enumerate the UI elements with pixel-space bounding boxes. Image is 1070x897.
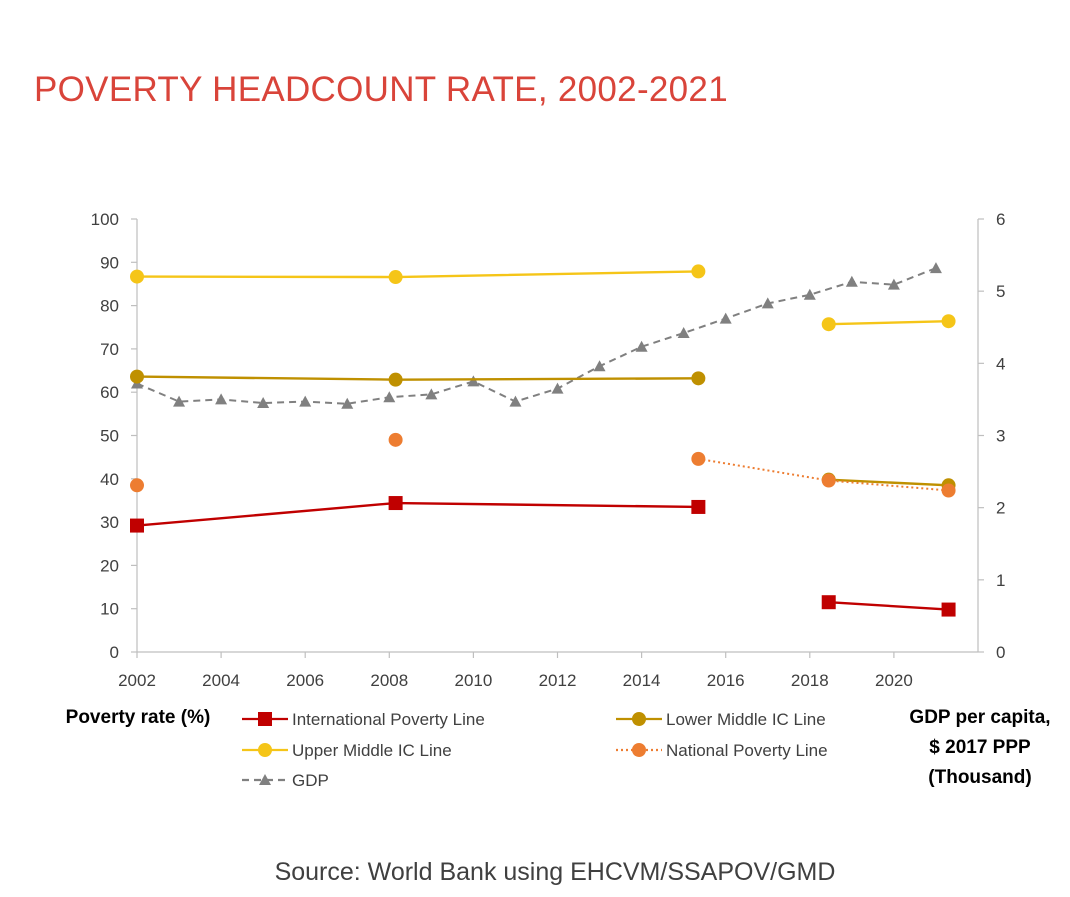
left-tick-label: 10 [100, 600, 119, 619]
source-note: Source: World Bank using EHCVM/SSAPOV/GM… [274, 858, 836, 886]
right-axis-title: GDP per capita, $ 2017 PPP (Thousand) [895, 703, 1065, 793]
data-point-gdp [299, 395, 312, 407]
x-tick-label: 2018 [791, 671, 829, 690]
data-point-gdp [341, 397, 354, 409]
right-tick-label: 6 [996, 210, 1005, 229]
data-point-national-poverty-line [821, 473, 836, 488]
legend-marker [259, 774, 271, 785]
data-point-gdp [425, 388, 438, 400]
data-point-gdp [719, 312, 732, 324]
right-tick-label: 2 [996, 499, 1005, 518]
legend-label: Lower Middle IC Line [666, 710, 826, 729]
data-point-national-poverty-line [691, 451, 706, 466]
data-point-gdp [761, 297, 774, 309]
data-point-international-poverty-line [130, 518, 144, 533]
right-axis-title-line: GDP per capita, [909, 707, 1051, 728]
data-point-gdp [173, 395, 186, 407]
x-tick-label: 2016 [707, 671, 745, 690]
left-tick-label: 20 [100, 556, 119, 575]
legend-label: Upper Middle IC Line [292, 741, 452, 760]
data-point-gdp [257, 397, 270, 409]
x-tick-label: 2014 [623, 671, 661, 690]
right-axis-title-line: (Thousand) [928, 767, 1032, 788]
left-tick-label: 80 [100, 297, 119, 316]
data-point-upper-middle-ic-line [821, 317, 836, 332]
data-point-lower-middle-ic-line [388, 372, 403, 387]
data-point-national-poverty-line [130, 478, 144, 493]
series-line-national-poverty-line [698, 457, 949, 492]
data-point-gdp [929, 262, 942, 274]
right-tick-label: 0 [996, 643, 1005, 662]
left-tick-label: 70 [100, 340, 119, 359]
data-point-gdp [887, 278, 900, 290]
data-point-gdp [803, 288, 816, 300]
data-point-international-poverty-line [388, 496, 403, 511]
data-point-national-poverty-line [388, 432, 403, 447]
left-tick-label: 0 [110, 643, 119, 662]
series-line-international-poverty-line [136, 501, 699, 527]
x-tick-label: 2020 [875, 671, 913, 690]
data-point-international-poverty-line [941, 602, 956, 617]
data-point-international-poverty-line [691, 499, 706, 514]
x-tick-label: 2006 [286, 671, 324, 690]
x-tick-label: 2002 [118, 671, 156, 690]
data-point-upper-middle-ic-line [388, 270, 403, 285]
data-point-gdp [215, 393, 228, 405]
right-tick-label: 3 [996, 427, 1005, 446]
right-axis-title-line: $ 2017 PPP [929, 737, 1031, 758]
legend-marker [632, 712, 646, 726]
data-point-lower-middle-ic-line [130, 369, 144, 384]
x-tick-label: 2012 [539, 671, 577, 690]
legend-marker [632, 743, 646, 757]
series-line-upper-middle-ic-line [828, 319, 949, 326]
data-point-gdp [467, 375, 480, 387]
right-tick-label: 4 [996, 354, 1005, 373]
data-point-gdp [551, 382, 564, 394]
series-line-gdp [136, 267, 937, 405]
data-point-lower-middle-ic-line [691, 371, 706, 386]
data-point-national-poverty-line [941, 483, 956, 498]
data-point-gdp [509, 395, 522, 407]
data-point-upper-middle-ic-line [691, 264, 706, 279]
x-tick-label: 2004 [202, 671, 240, 690]
left-tick-label: 50 [100, 427, 119, 446]
data-point-gdp [845, 275, 858, 287]
data-point-gdp [383, 391, 396, 403]
chart-title: POVERTY HEADCOUNT RATE, 2002-2021 [34, 70, 728, 109]
right-tick-label: 5 [996, 282, 1005, 301]
x-tick-label: 2010 [454, 671, 492, 690]
data-point-upper-middle-ic-line [130, 269, 144, 284]
series-line-upper-middle-ic-line [136, 270, 699, 279]
series-line-lower-middle-ic-line [828, 478, 949, 487]
series-line-lower-middle-ic-line [136, 375, 699, 381]
left-tick-label: 100 [91, 210, 119, 229]
right-tick-label: 1 [996, 571, 1005, 590]
legend-marker [258, 712, 272, 726]
legend-marker [258, 743, 272, 757]
left-tick-label: 90 [100, 253, 119, 272]
data-point-gdp [593, 360, 606, 372]
data-point-international-poverty-line [821, 595, 836, 610]
data-point-gdp [677, 327, 690, 339]
left-tick-label: 60 [100, 383, 119, 402]
left-axis-title: Poverty rate (%) [65, 707, 211, 728]
x-tick-label: 2008 [370, 671, 408, 690]
left-tick-label: 40 [100, 470, 119, 489]
legend-label: International Poverty Line [292, 710, 485, 729]
legend-label: GDP [292, 771, 329, 790]
left-tick-label: 30 [100, 513, 119, 532]
series-line-international-poverty-line [828, 601, 949, 611]
data-point-gdp [635, 340, 648, 352]
legend-label: National Poverty Line [666, 741, 828, 760]
data-point-upper-middle-ic-line [941, 314, 956, 329]
